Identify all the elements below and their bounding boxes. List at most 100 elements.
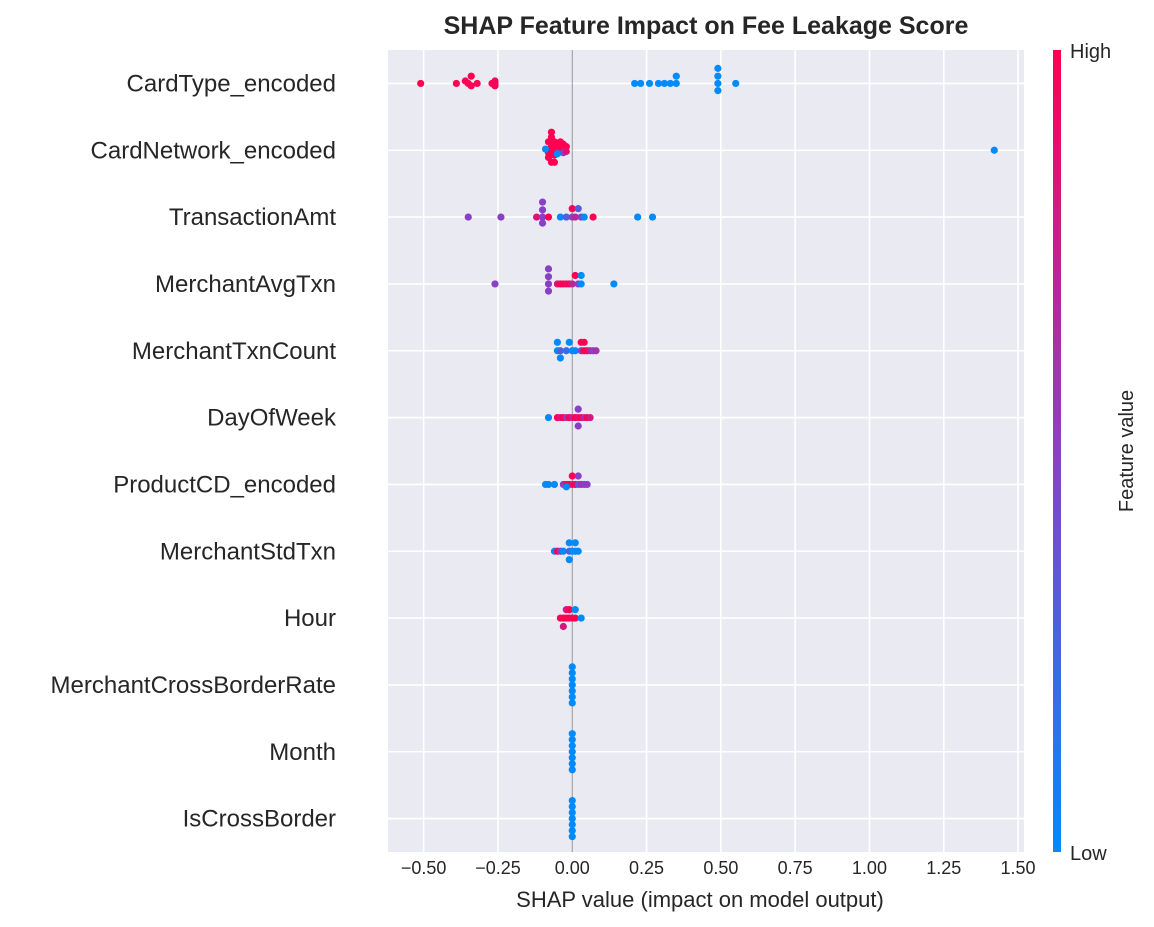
shap-point bbox=[559, 622, 567, 631]
shap-point bbox=[467, 72, 475, 80]
shap-point bbox=[568, 693, 576, 701]
shap-point bbox=[553, 338, 562, 346]
shap-point bbox=[556, 354, 564, 362]
feature-label: TransactionAmt bbox=[169, 204, 337, 231]
shap-point bbox=[565, 338, 573, 346]
shap-point bbox=[473, 79, 481, 88]
shap-point bbox=[538, 206, 547, 214]
shap-point bbox=[714, 72, 722, 80]
shap-point bbox=[645, 79, 654, 88]
shap-point bbox=[568, 820, 576, 829]
shap-point bbox=[568, 760, 576, 768]
shap-point bbox=[532, 213, 541, 221]
shap-point bbox=[672, 72, 680, 80]
shap-point bbox=[568, 669, 576, 677]
feature-label: MerchantAvgTxn bbox=[155, 271, 336, 298]
shap-point bbox=[544, 480, 553, 489]
shap-point bbox=[568, 808, 576, 817]
shap-point bbox=[550, 480, 559, 489]
shap-point bbox=[538, 198, 547, 206]
shap-point bbox=[544, 265, 553, 273]
feature-label: Month bbox=[269, 739, 336, 766]
shap-point bbox=[580, 213, 588, 221]
shap-point bbox=[583, 480, 591, 489]
shap-point bbox=[565, 556, 573, 564]
shap-point bbox=[577, 280, 585, 288]
x-tick-label: 1.00 bbox=[852, 858, 887, 878]
x-tick-label: 0.25 bbox=[629, 858, 664, 878]
x-tick-labels: −0.50 −0.25 0.00 0.25 0.50 0.75 1.00 1.25 1.50 bbox=[401, 858, 1036, 878]
shap-point bbox=[568, 748, 576, 756]
shap-point bbox=[577, 271, 585, 280]
feature-label: MerchantTxnCount bbox=[132, 338, 336, 365]
shap-point bbox=[714, 87, 722, 95]
shap-point bbox=[574, 422, 582, 430]
feature-label: MerchantCrossBorderRate bbox=[51, 672, 336, 699]
colorbar bbox=[1053, 50, 1061, 852]
shap-point bbox=[571, 347, 579, 355]
shap-point bbox=[544, 287, 553, 295]
shap-point bbox=[568, 687, 576, 695]
shap-point bbox=[568, 699, 576, 707]
shap-point bbox=[562, 147, 570, 156]
shap-point bbox=[559, 547, 567, 555]
shap-point bbox=[550, 158, 559, 166]
shap-point bbox=[571, 606, 579, 614]
shap-point bbox=[568, 472, 576, 480]
shap-point bbox=[610, 280, 618, 288]
shap-point bbox=[660, 79, 668, 88]
x-tick-label: 1.25 bbox=[926, 858, 961, 878]
shap-point bbox=[714, 79, 722, 88]
shap-point bbox=[568, 754, 576, 762]
shap-point bbox=[491, 79, 499, 88]
shap-point bbox=[571, 539, 579, 547]
x-tick-label: 0.00 bbox=[555, 858, 590, 878]
shap-point bbox=[654, 79, 663, 88]
shap-point bbox=[648, 213, 657, 221]
shap-point bbox=[666, 79, 674, 88]
shap-point bbox=[568, 833, 576, 841]
colorbar-low-label: Low bbox=[1070, 843, 1107, 865]
feature-label: DayOfWeek bbox=[207, 405, 337, 432]
shap-point bbox=[568, 205, 576, 213]
shap-point bbox=[538, 213, 547, 221]
shap-point bbox=[574, 405, 582, 413]
shap-point bbox=[562, 347, 570, 355]
shap-point bbox=[544, 413, 553, 422]
feature-label: ProductCD_encoded bbox=[113, 471, 336, 498]
plot-background bbox=[388, 50, 1024, 852]
feature-label: IsCrossBorder bbox=[183, 806, 336, 833]
shap-point bbox=[672, 79, 680, 88]
shap-point bbox=[568, 280, 576, 288]
shap-point bbox=[565, 539, 573, 547]
shap-point bbox=[568, 742, 576, 750]
shap-point bbox=[556, 213, 564, 221]
shap-point bbox=[568, 663, 576, 671]
x-tick-label: 1.50 bbox=[1001, 858, 1036, 878]
feature-label: CardNetwork_encoded bbox=[91, 137, 336, 164]
shap-point bbox=[417, 79, 425, 88]
feature-label: CardType_encoded bbox=[127, 70, 336, 97]
x-tick-label: 0.75 bbox=[778, 858, 813, 878]
shap-point bbox=[562, 213, 570, 221]
shap-point bbox=[574, 205, 582, 213]
shap-point bbox=[571, 614, 579, 622]
x-tick-label: −0.50 bbox=[401, 858, 447, 878]
shap-point bbox=[637, 79, 645, 88]
shap-point bbox=[467, 82, 475, 90]
shap-point bbox=[571, 213, 579, 221]
shap-point bbox=[544, 280, 553, 288]
chart-title: SHAP Feature Impact on Fee Leakage Score bbox=[443, 12, 969, 40]
shap-point bbox=[589, 213, 597, 221]
shap-point bbox=[732, 79, 740, 88]
shap-point bbox=[497, 213, 505, 221]
shap-point bbox=[577, 614, 585, 622]
shap-point bbox=[568, 802, 576, 811]
shap-point bbox=[553, 150, 562, 158]
shap-point bbox=[452, 79, 460, 88]
shap-point bbox=[464, 213, 472, 221]
shap-point bbox=[586, 413, 594, 422]
shap-point bbox=[574, 547, 582, 555]
shap-point bbox=[568, 814, 576, 823]
